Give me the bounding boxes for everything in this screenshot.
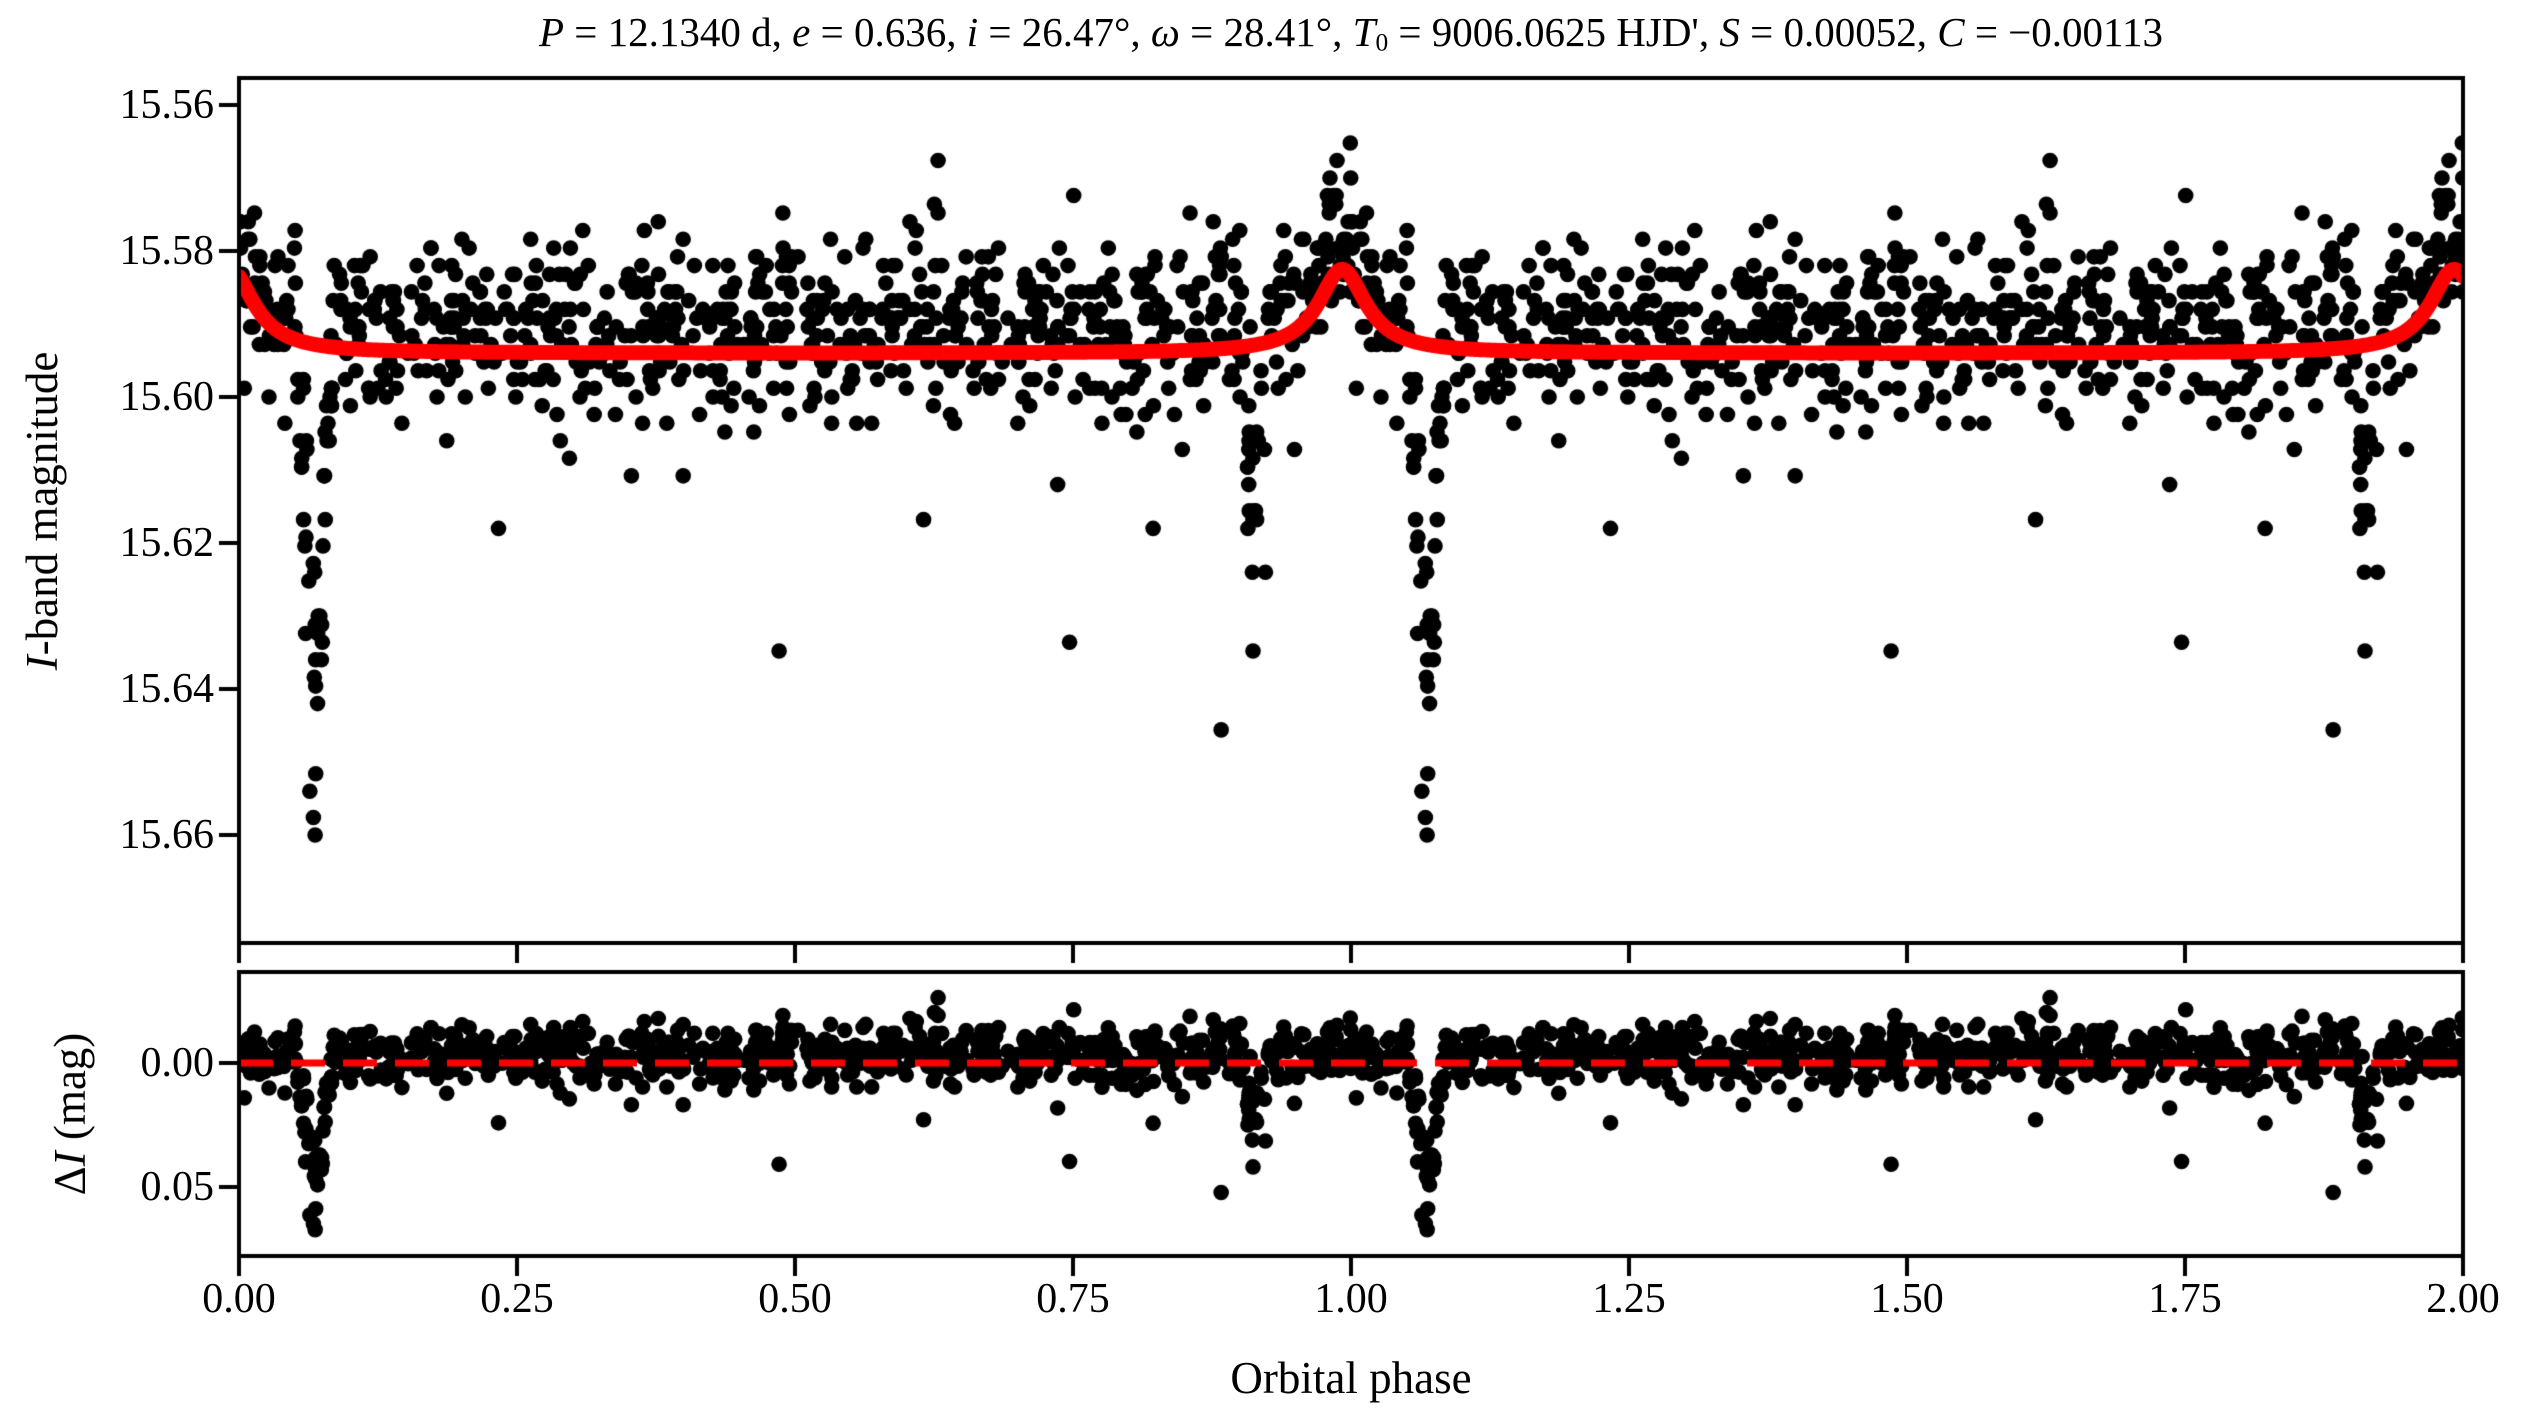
text-segment: = 0.00052, [1739, 9, 1938, 55]
x-tick-label: 1.50 [1870, 1276, 1944, 1322]
text-segment: = 26.47°, [978, 9, 1151, 55]
y-tick-label-residual: 0.05 [140, 1164, 215, 1210]
x-tick-label: 0.75 [1036, 1276, 1110, 1322]
text-segment: = 28.41°, [1179, 9, 1353, 55]
text-segment: = 0.636, [810, 9, 967, 55]
text-segment: I [45, 1151, 95, 1167]
text-segment: i [966, 9, 979, 55]
x-axis-label: Orbital phase [1230, 1353, 1472, 1403]
y-tick-label-magnitude: 15.62 [119, 520, 215, 566]
plot-title: P = 12.1340 d, e = 0.636, i = 26.47°, ω … [239, 8, 2463, 58]
x-tick-label: 0.25 [480, 1276, 554, 1322]
text-segment: T [1352, 9, 1376, 55]
text-segment: 0 [1375, 28, 1389, 57]
y-tick-label-magnitude: 15.66 [119, 812, 215, 858]
x-tick-label: 0.00 [202, 1276, 276, 1322]
text-segment: e [792, 9, 811, 55]
text-segment: P [538, 9, 564, 55]
text-segment: S [1719, 9, 1740, 55]
y-tick-label-magnitude: 15.58 [119, 228, 215, 274]
text-segment: = 9006.0625 HJD', [1388, 9, 1720, 55]
y-tick-label-magnitude: 15.56 [119, 82, 215, 128]
x-tick-label: 1.00 [1314, 1276, 1388, 1322]
y-tick-label-magnitude: 15.60 [119, 374, 215, 420]
x-tick-label: 2.00 [2426, 1276, 2500, 1322]
x-tick-label: 0.50 [758, 1276, 832, 1322]
x-tick-label: 1.25 [1592, 1276, 1666, 1322]
text-segment: = −0.00113 [1964, 9, 2164, 55]
text-segment: ω [1150, 9, 1180, 55]
text-segment: = 12.1340 d, [564, 9, 793, 55]
y-tick-label-magnitude: 15.64 [119, 666, 215, 712]
text-segment: C [1937, 9, 1965, 55]
x-tick-label: 1.75 [2148, 1276, 2222, 1322]
y-tick-label-residual: 0.00 [140, 1040, 215, 1086]
